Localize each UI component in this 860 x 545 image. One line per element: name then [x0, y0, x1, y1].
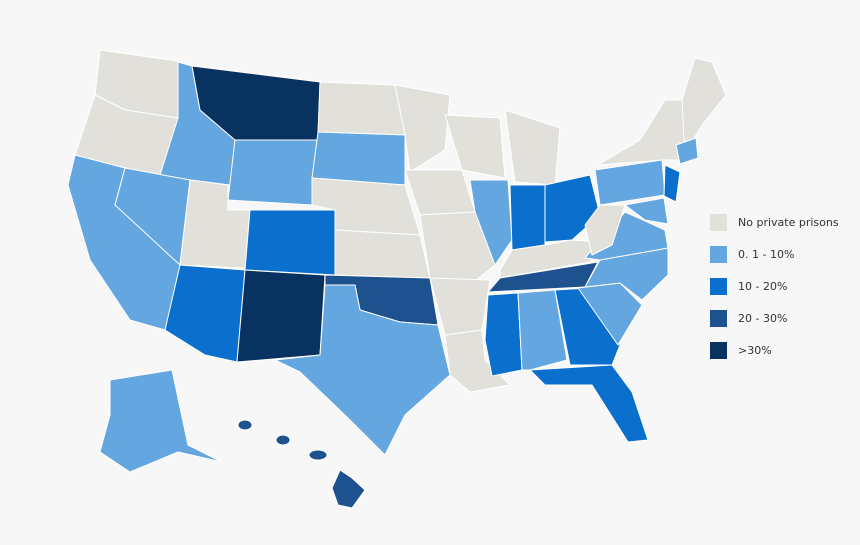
state	[308, 449, 328, 461]
legend-swatch	[710, 278, 727, 295]
state	[236, 269, 326, 363]
legend: No private prisons 0. 1 - 10% 10 - 20% 20 -…	[710, 214, 839, 359]
legend-swatch	[710, 342, 727, 359]
state	[517, 289, 568, 371]
state	[675, 137, 699, 165]
state	[164, 264, 246, 363]
legend-label: No private prisons	[738, 216, 839, 229]
legend-label: 10 - 20%	[738, 280, 787, 293]
state	[419, 211, 496, 286]
state	[334, 229, 431, 279]
state	[529, 364, 649, 443]
legend-swatch	[710, 310, 727, 327]
state	[624, 197, 669, 225]
state	[584, 204, 626, 256]
state	[444, 114, 506, 179]
state	[227, 139, 319, 206]
state	[311, 131, 406, 186]
state	[394, 84, 451, 173]
state	[469, 179, 513, 266]
state	[331, 469, 366, 509]
state	[275, 434, 291, 446]
state	[487, 261, 599, 293]
legend-swatch	[710, 246, 727, 263]
state	[244, 209, 336, 276]
state	[99, 369, 223, 473]
state	[317, 81, 406, 136]
legend-label: >30%	[738, 344, 772, 357]
legend-label: 20 - 30%	[738, 312, 787, 325]
legend-swatch	[710, 214, 727, 231]
legend-label: 0. 1 - 10%	[738, 248, 794, 261]
state	[509, 184, 546, 251]
state	[484, 292, 523, 377]
states	[67, 49, 727, 509]
state	[681, 57, 727, 146]
state	[663, 164, 681, 203]
state	[237, 419, 253, 431]
state	[444, 329, 511, 393]
state	[274, 284, 451, 456]
